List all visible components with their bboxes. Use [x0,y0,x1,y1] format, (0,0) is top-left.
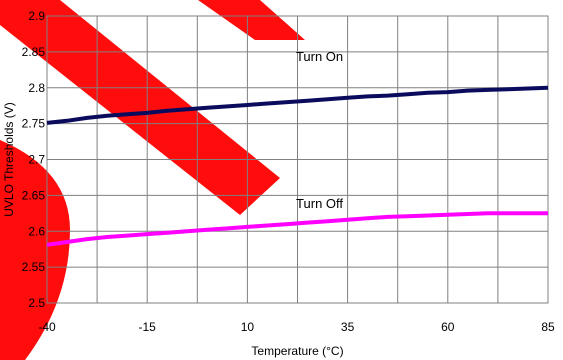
x-tick-labels: -40 -15 10 35 60 85 [38,320,555,334]
y-tick-label: 2.8 [28,81,45,95]
y-tick-label: 2.5 [28,296,45,310]
y-tick-label: 2.6 [28,224,45,238]
y-tick-label: 2.65 [22,188,46,202]
gridlines [46,15,549,304]
series-annotation-label: Turn On [296,49,343,64]
x-tick-label: 85 [541,320,555,334]
x-tick-label: 60 [441,320,455,334]
watermark-corner-shape [198,0,305,40]
plot-frame [46,15,549,304]
turn-on-series-line [46,85,549,125]
y-tick-label: 2.9 [28,9,45,23]
x-tick-label: -40 [38,320,56,334]
annotations: Turn On Turn Off [296,49,343,211]
x-tick-label: -15 [139,320,157,334]
series-annotation-label: Turn Off [296,196,343,211]
x-axis-label: Temperature (°C) [251,344,343,358]
y-axis-label: UVLO Thresholds (V) [2,102,16,217]
y-tick-label: 2.75 [22,117,46,131]
series-layer [46,85,549,247]
y-tick-label: 2.85 [22,45,46,59]
x-tick-label: 35 [341,320,355,334]
y-tick-labels: 2.5 2.55 2.6 2.65 2.7 2.75 2.8 2.85 2.9 [22,9,46,310]
x-tick-label: 10 [241,320,255,334]
turn-off-series-line [46,211,548,247]
y-tick-label: 2.7 [28,153,45,167]
y-tick-label: 2.55 [22,260,46,274]
watermark-diagonal-stroke [0,0,280,215]
